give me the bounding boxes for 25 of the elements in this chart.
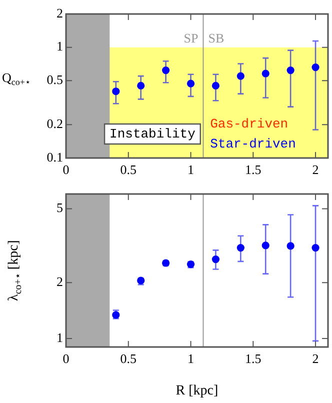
y-tick-label: 5 bbox=[56, 200, 63, 216]
x-axis-title: R [kpc] bbox=[176, 384, 218, 399]
x-tick-label: 1 bbox=[188, 162, 194, 178]
y-axis-title: λco+⋆ [kpc] bbox=[6, 240, 24, 301]
x-tick-label: 0.5 bbox=[120, 162, 137, 178]
y-tick-label: 0.5 bbox=[46, 72, 63, 88]
x-tick-label: 2 bbox=[312, 162, 319, 178]
x-tick-label: 2 bbox=[312, 351, 319, 366]
y-tick-label: 0.1 bbox=[46, 149, 63, 164]
y-tick-label: 1 bbox=[56, 38, 63, 54]
y-tick-label: 1 bbox=[56, 330, 63, 345]
x-tick-label: 1.5 bbox=[245, 162, 262, 178]
y-tick-label: 2 bbox=[56, 274, 63, 290]
annotation: SP bbox=[184, 30, 198, 46]
annotation: Instability bbox=[110, 126, 196, 142]
annotation: Gas-driven bbox=[210, 116, 288, 132]
x-tick-label: 0 bbox=[62, 351, 70, 366]
annotation: Star-driven bbox=[210, 136, 296, 152]
y-tick-label: 2 bbox=[56, 5, 63, 20]
x-tick-label: 1.5 bbox=[245, 351, 262, 366]
x-tick-label: 1 bbox=[188, 351, 194, 366]
x-tick-label: 0 bbox=[62, 162, 70, 178]
annotation: SB bbox=[208, 30, 224, 46]
x-tick-label: 0.5 bbox=[120, 351, 137, 366]
y-tick-label: 0.2 bbox=[46, 116, 63, 132]
